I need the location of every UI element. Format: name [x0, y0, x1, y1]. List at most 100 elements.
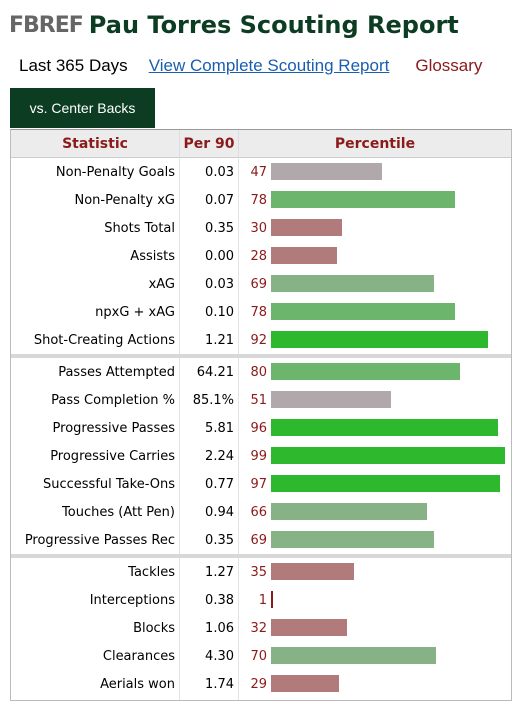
statistic-label[interactable]: Clearances	[102, 648, 175, 664]
complete-report-link[interactable]: View Complete Scouting Report	[148, 56, 390, 75]
table-row: Aerials won 1.74 29	[11, 670, 511, 698]
percentile-bar	[271, 447, 505, 464]
page-title: Pau Torres Scouting Report	[88, 11, 459, 39]
percentile-bar	[271, 503, 427, 520]
statistic-label[interactable]: Shot-Creating Actions	[33, 332, 175, 348]
percentile-value: 99	[250, 448, 267, 464]
percentile-value: 69	[250, 276, 267, 292]
percentile-value: 78	[250, 192, 267, 208]
fbref-logo[interactable]: FBREF	[9, 10, 84, 40]
percentile-value: 92	[250, 332, 267, 348]
percentile-value: 80	[250, 364, 267, 380]
scouting-table: Statistic Per 90 Percentile Non-Penalty …	[10, 129, 512, 701]
column-divider	[179, 158, 180, 700]
percentile-value: 69	[250, 532, 267, 548]
table-row: Passes Attempted 64.21 80	[11, 358, 511, 386]
percentile-bar	[271, 475, 500, 492]
percentile-bar	[271, 675, 339, 692]
table-header: Statistic Per 90 Percentile	[11, 130, 511, 158]
percentile-bar	[271, 531, 434, 548]
table-row: Clearances 4.30 70	[11, 642, 511, 670]
table-row: Blocks 1.06 32	[11, 614, 511, 642]
per90-value: 0.03	[205, 164, 234, 180]
percentile-bar	[271, 191, 455, 208]
statistic-label[interactable]: Blocks	[133, 620, 175, 636]
per90-value: 5.81	[205, 420, 234, 436]
percentile-bar	[271, 563, 354, 580]
group-separator	[11, 354, 511, 358]
statistic-label[interactable]: Pass Completion %	[51, 392, 175, 408]
percentile-value: 51	[250, 392, 267, 408]
statistic-label[interactable]: Assists	[130, 248, 175, 264]
table-row: Touches (Att Pen) 0.94 66	[11, 498, 511, 526]
table-row: Tackles 1.27 35	[11, 558, 511, 586]
per90-value: 0.77	[205, 476, 234, 492]
table-row: Shots Total 0.35 30	[11, 214, 511, 242]
column-header-statistic[interactable]: Statistic	[62, 136, 128, 152]
percentile-bar	[271, 619, 347, 636]
period-label: Last 365 Days	[19, 56, 128, 75]
group-separator	[11, 554, 511, 558]
statistic-label[interactable]: Non-Penalty xG	[74, 192, 176, 208]
tab-center-backs[interactable]: vs. Center Backs	[10, 88, 155, 128]
percentile-bar	[271, 331, 488, 348]
statistic-label[interactable]: Tackles	[128, 564, 175, 580]
percentile-value: 97	[250, 476, 267, 492]
per90-value: 1.21	[205, 332, 234, 348]
per90-value: 0.00	[205, 248, 234, 264]
percentile-value: 28	[250, 248, 267, 264]
table-row: xAG 0.03 69	[11, 270, 511, 298]
statistic-label[interactable]: Touches (Att Pen)	[62, 504, 175, 520]
statistic-label[interactable]: npxG + xAG	[95, 304, 175, 320]
per90-value: 0.94	[205, 504, 234, 520]
statistic-label[interactable]: Passes Attempted	[58, 364, 175, 380]
per90-value: 1.74	[205, 676, 234, 692]
percentile-value: 70	[250, 648, 267, 664]
per90-value: 85.1%	[192, 392, 234, 408]
table-row: Progressive Passes 5.81 96	[11, 414, 511, 442]
percentile-bar	[271, 391, 391, 408]
statistic-label[interactable]: Progressive Passes Rec	[24, 532, 175, 548]
table-row: Assists 0.00 28	[11, 242, 511, 270]
percentile-bar	[271, 647, 436, 664]
column-header-percentile[interactable]: Percentile	[238, 130, 511, 158]
percentile-value: 66	[250, 504, 267, 520]
page-header: FBREF Pau Torres Scouting Report	[9, 8, 459, 42]
percentile-bar	[271, 275, 434, 292]
statistic-label[interactable]: Interceptions	[89, 592, 175, 608]
per90-value: 0.10	[205, 304, 234, 320]
per90-value: 0.07	[205, 192, 234, 208]
table-row: Progressive Passes Rec 0.35 69	[11, 526, 511, 554]
per90-value: 4.30	[205, 648, 234, 664]
table-row: Progressive Carries 2.24 99	[11, 442, 511, 470]
table-row: Non-Penalty Goals 0.03 47	[11, 158, 511, 186]
table-row: Shot-Creating Actions 1.21 92	[11, 326, 511, 354]
table-row: npxG + xAG 0.10 78	[11, 298, 511, 326]
percentile-bar	[271, 247, 337, 264]
statistic-label[interactable]: Shots Total	[104, 220, 175, 236]
percentile-bar	[271, 163, 382, 180]
statistic-label[interactable]: Progressive Passes	[52, 420, 175, 436]
statistic-label[interactable]: Aerials won	[100, 676, 175, 692]
percentile-value: 96	[250, 420, 267, 436]
percentile-value: 47	[250, 164, 267, 180]
percentile-value: 1	[258, 592, 267, 608]
table-row: Pass Completion % 85.1% 51	[11, 386, 511, 414]
percentile-bar	[271, 219, 342, 236]
per90-value: 0.35	[205, 532, 234, 548]
per90-value: 0.38	[205, 592, 234, 608]
statistic-label[interactable]: Successful Take-Ons	[42, 476, 175, 492]
statistic-label[interactable]: Progressive Carries	[50, 448, 175, 464]
table-row: Successful Take-Ons 0.77 97	[11, 470, 511, 498]
report-subnav: Last 365 Days View Complete Scouting Rep…	[19, 55, 482, 77]
glossary-link[interactable]: Glossary	[415, 56, 483, 75]
statistic-label[interactable]: Non-Penalty Goals	[55, 164, 175, 180]
per90-value: 64.21	[196, 364, 234, 380]
percentile-bar	[271, 363, 460, 380]
column-header-per90[interactable]: Per 90	[179, 130, 238, 158]
percentile-value: 78	[250, 304, 267, 320]
per90-value: 2.24	[205, 448, 234, 464]
percentile-bar	[271, 591, 273, 608]
statistic-label[interactable]: xAG	[148, 276, 175, 292]
fbref-logo-text: FBREF	[9, 12, 84, 38]
